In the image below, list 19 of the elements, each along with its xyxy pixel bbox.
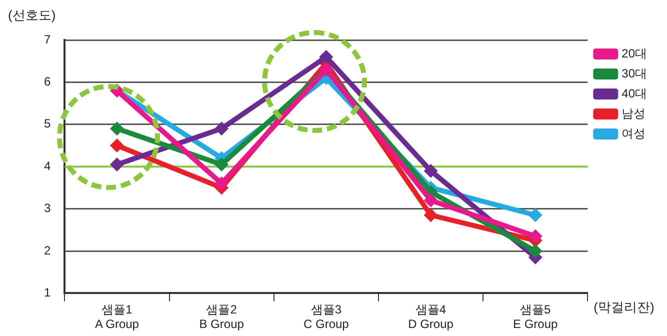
x-tick-label: 샘플2 B Group bbox=[199, 302, 244, 332]
y-tick-label: 2 bbox=[44, 243, 51, 258]
x-tick-label: 샘플5 E Group bbox=[513, 302, 558, 332]
y-axis-title: (선호도) bbox=[8, 8, 56, 23]
x-tick-label: 샘플4 D Group bbox=[408, 302, 454, 332]
y-tick-label: 5 bbox=[44, 116, 51, 131]
x-tick-label: 샘플3 C Group bbox=[303, 302, 350, 332]
legend-label: 남성 bbox=[622, 106, 646, 120]
y-tick-label: 7 bbox=[44, 32, 51, 46]
y-tick-label: 1 bbox=[44, 286, 51, 300]
legend-label: 40대 bbox=[622, 86, 648, 100]
y-tick-label: 4 bbox=[44, 158, 51, 173]
legend-label: 여성 bbox=[622, 126, 646, 140]
y-tick-label: 6 bbox=[44, 74, 51, 89]
x-axis-title: (막걸리잔) bbox=[594, 299, 654, 314]
legend-label: 30대 bbox=[622, 66, 648, 80]
y-tick-label: 3 bbox=[44, 201, 51, 216]
x-tick-label: 샘플1 A Group bbox=[94, 302, 140, 332]
legend-label: 20대 bbox=[622, 46, 648, 60]
